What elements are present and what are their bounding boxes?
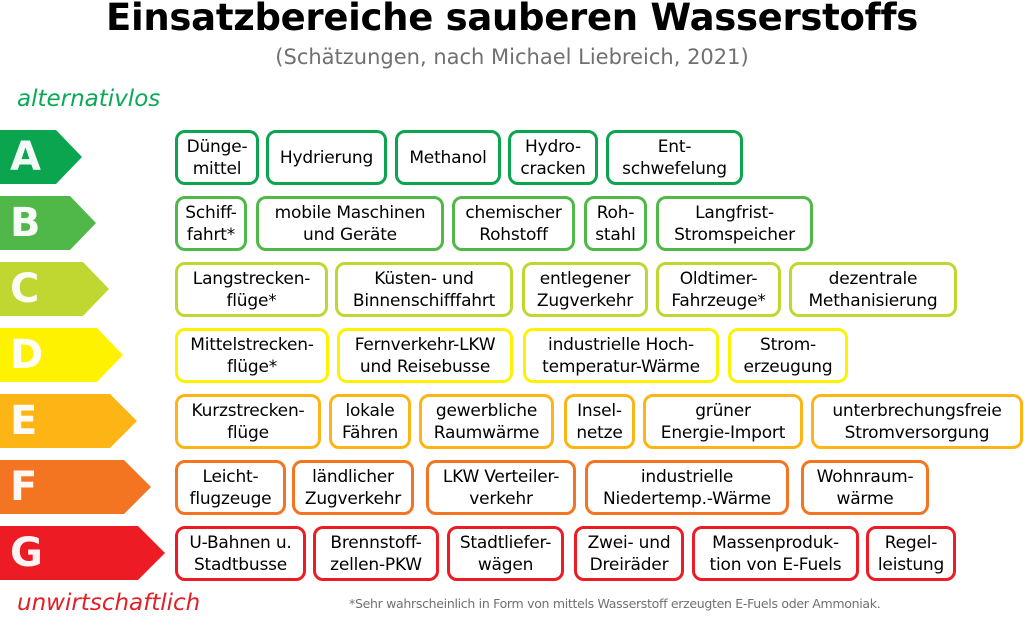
usecase-box: Mittelstrecken- flüge* xyxy=(175,328,329,383)
grade-arrow-f: F xyxy=(0,460,151,514)
usecase-box: Zwei- und Dreiräder xyxy=(574,526,684,581)
usecase-box: Ent- schwefelung xyxy=(606,130,743,185)
usecase-box: Regel- leistung xyxy=(866,526,956,581)
arrow-shape-icon xyxy=(0,196,96,250)
usecase-box: Wohnraum- wärme xyxy=(801,460,929,515)
usecase-box: Dünge- mittel xyxy=(175,130,259,185)
usecase-box: Langstrecken- flüge* xyxy=(175,262,328,317)
grade-arrow-c: C xyxy=(0,262,109,316)
arrow-shape-icon xyxy=(0,394,137,448)
page-subtitle: (Schätzungen, nach Michael Liebreich, 20… xyxy=(275,45,749,69)
footnote: *Sehr wahrscheinlich in Form von mittels… xyxy=(349,596,881,611)
usecase-box: mobile Maschinen und Geräte xyxy=(256,196,444,251)
grade-arrow-e: E xyxy=(0,394,137,448)
usecase-box: Stadtliefer- wägen xyxy=(447,526,564,581)
usecase-box: dezentrale Methanisierung xyxy=(789,262,957,317)
grade-letter: G xyxy=(10,530,43,576)
usecase-box: Massenproduk- tion von E-Fuels xyxy=(692,526,859,581)
usecase-box: Leicht- flugzeuge xyxy=(175,460,286,515)
usecase-box: lokale Fähren xyxy=(329,394,411,449)
usecase-box: Küsten- und Binnenschifffahrt xyxy=(335,262,513,317)
grade-letter: E xyxy=(10,398,38,444)
grade-letter: D xyxy=(10,332,44,378)
grade-letter: B xyxy=(10,200,41,246)
usecase-box: entlegener Zugverkehr xyxy=(522,262,648,317)
usecase-box: Oldtimer- Fahrzeuge* xyxy=(656,262,781,317)
scale-bottom-label: unwirtschaftlich xyxy=(17,590,201,616)
grade-arrow-b: B xyxy=(0,196,96,250)
page-title: Einsatzbereiche sauberen Wasserstoffs xyxy=(106,0,918,39)
usecase-box: gewerbliche Raumwärme xyxy=(419,394,554,449)
arrow-shape-icon xyxy=(0,460,151,514)
arrow-shape-icon xyxy=(0,328,123,382)
grade-arrow-g: G xyxy=(0,526,165,580)
usecase-box: industrielle Hoch- temperatur-Wärme xyxy=(523,328,719,383)
usecase-box: Fernverkehr-LKW und Reisebusse xyxy=(337,328,513,383)
scale-top-label: alternativlos xyxy=(17,86,161,112)
arrow-shape-icon xyxy=(0,262,109,316)
arrow-shape-icon xyxy=(0,130,82,184)
usecase-box: Hydrierung xyxy=(266,130,387,185)
usecase-box: Brennstoff- zellen-PKW xyxy=(313,526,439,581)
usecase-box: Schiff- fahrt* xyxy=(175,196,247,251)
usecase-box: Hydro- cracken xyxy=(508,130,598,185)
usecase-box: Strom- erzeugung xyxy=(728,328,848,383)
usecase-box: ländlicher Zugverkehr xyxy=(292,460,414,515)
grade-letter: A xyxy=(10,134,41,180)
usecase-box: Langfrist- Stromspeicher xyxy=(656,196,813,251)
usecase-box: industrielle Niedertemp.-Wärme xyxy=(585,460,789,515)
grade-letter: C xyxy=(10,266,40,312)
usecase-box: grüner Energie-Import xyxy=(643,394,803,449)
grade-letter: F xyxy=(10,464,38,510)
usecase-box: Kurzstrecken- flüge xyxy=(175,394,321,449)
arrow-shape-icon xyxy=(0,526,165,580)
usecase-box: unterbrechungsfreie Stromversorgung xyxy=(811,394,1023,449)
grade-arrow-d: D xyxy=(0,328,123,382)
usecase-box: Insel- netze xyxy=(564,394,635,449)
usecase-box: chemischer Rohstoff xyxy=(452,196,575,251)
usecase-box: U-Bahnen u. Stadtbusse xyxy=(175,526,306,581)
grade-arrow-a: A xyxy=(0,130,82,184)
usecase-box: Roh- stahl xyxy=(584,196,647,251)
usecase-box: Methanol xyxy=(395,130,501,185)
usecase-box: LKW Verteiler- verkehr xyxy=(426,460,576,515)
